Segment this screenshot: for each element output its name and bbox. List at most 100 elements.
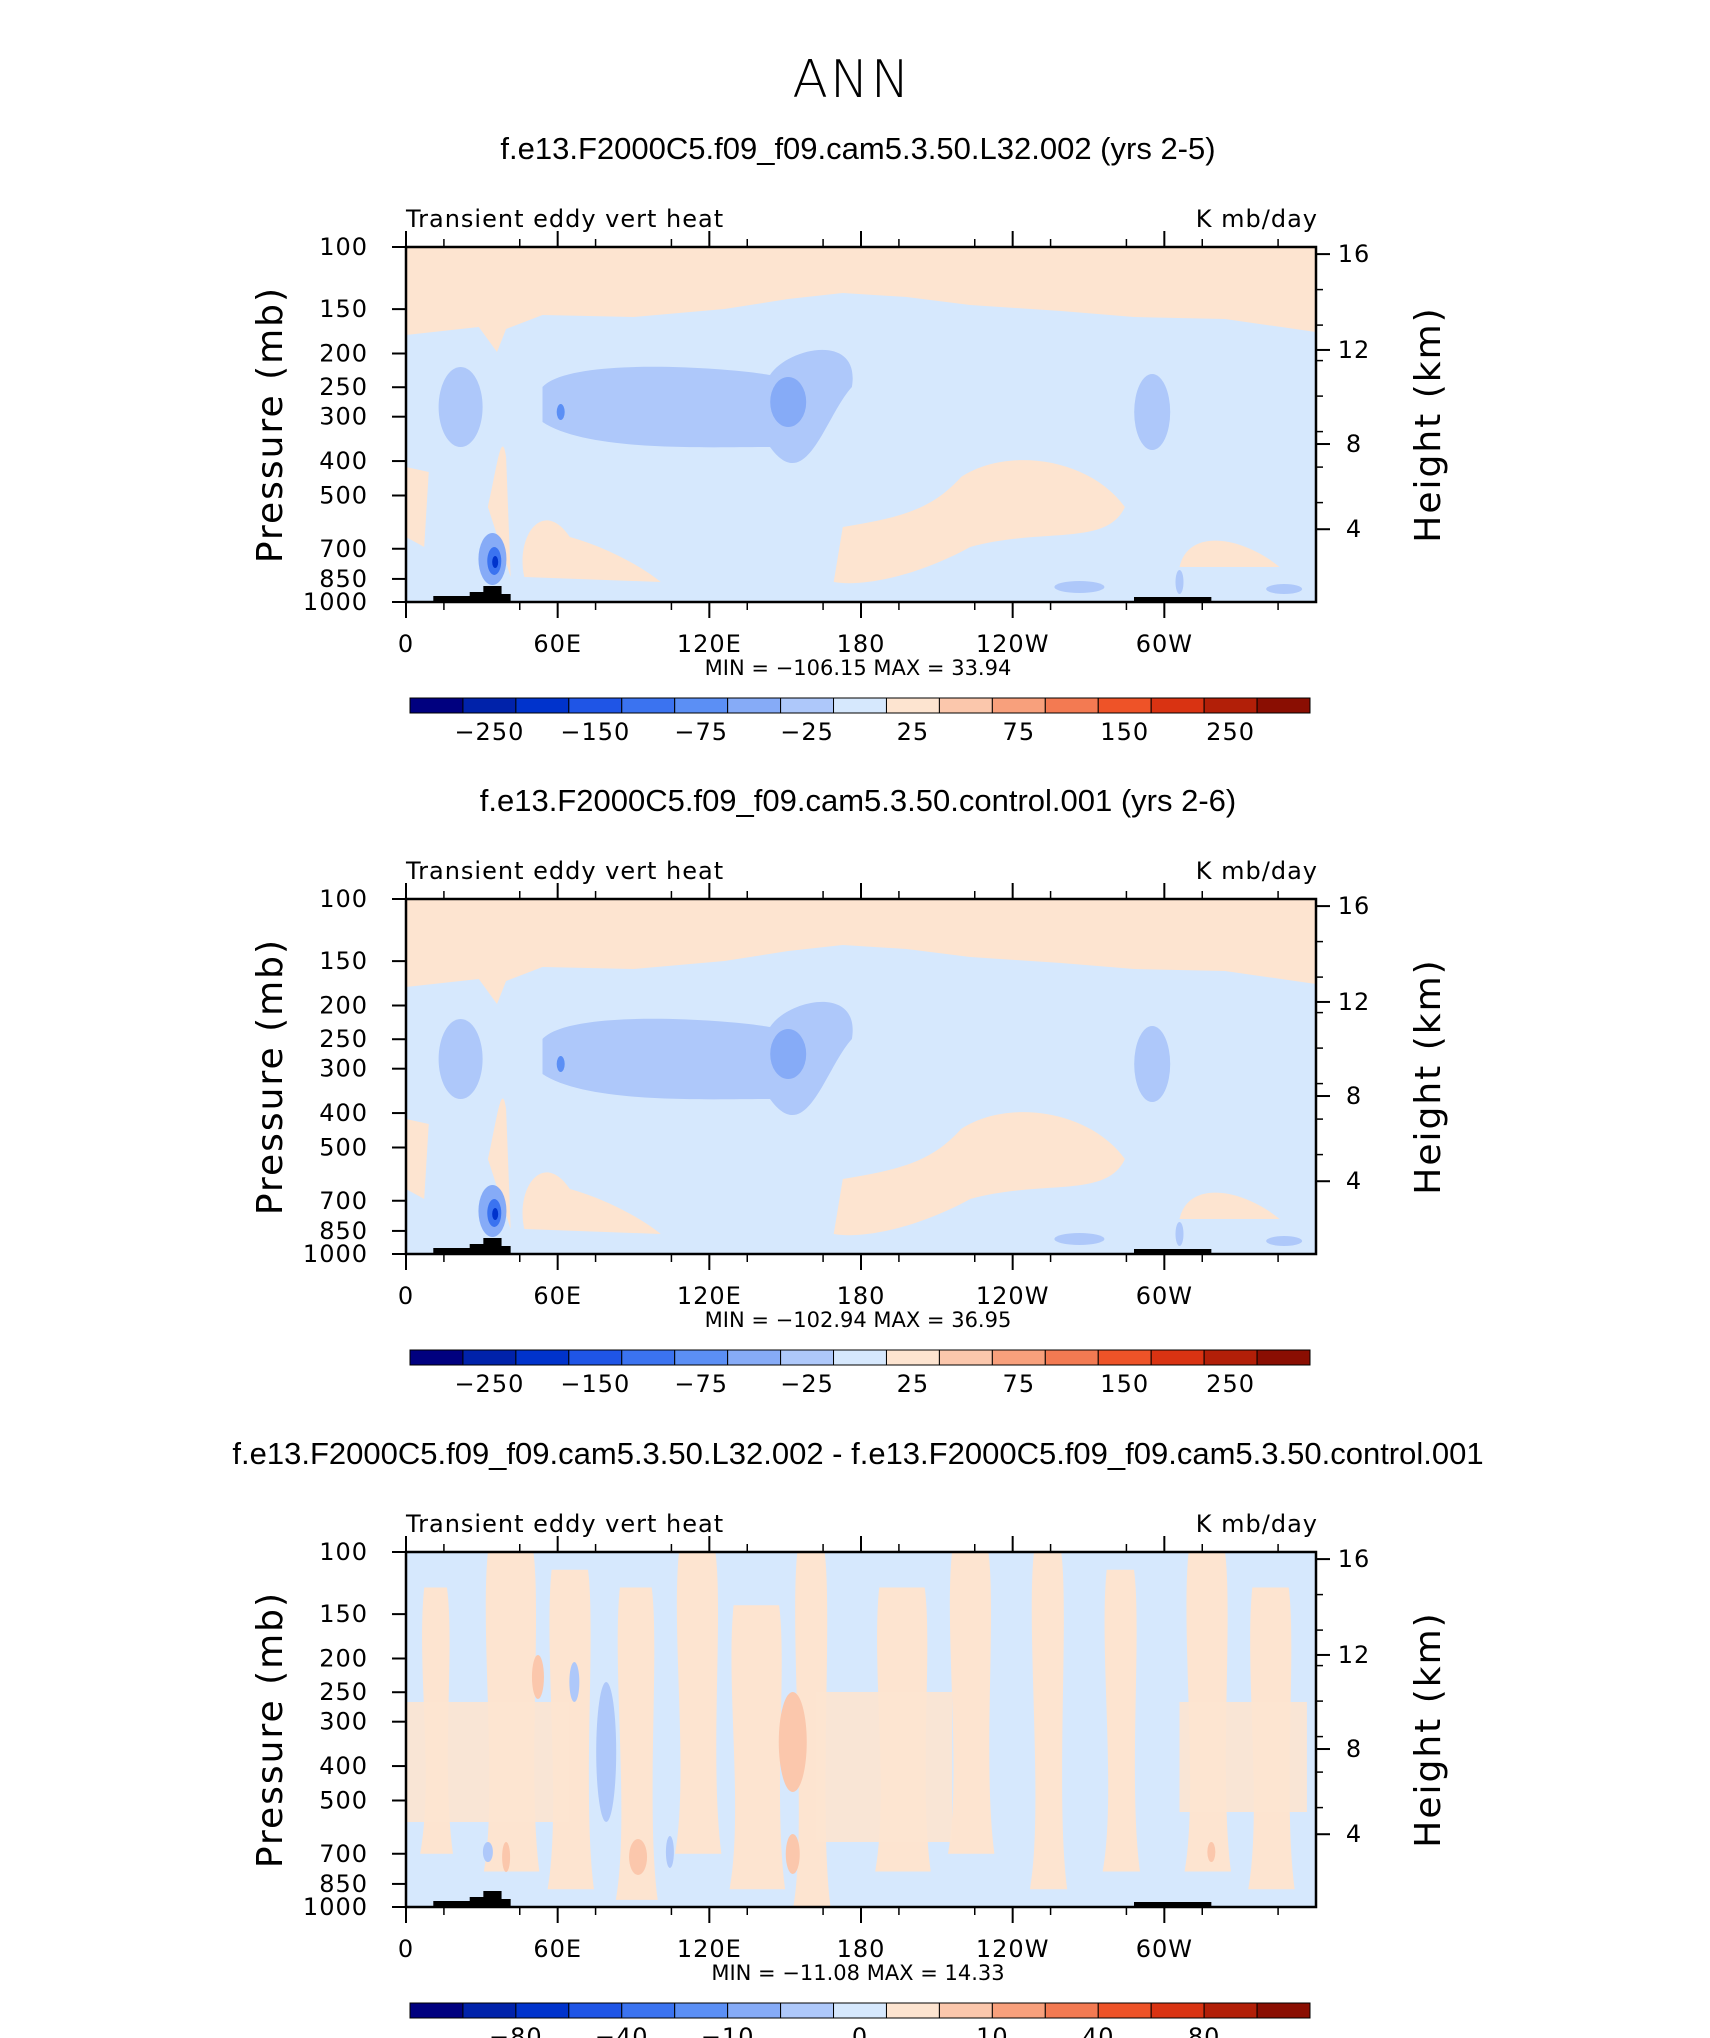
min-max-stats: MIN = −102.94 MAX = 36.95 [705,1308,1012,1332]
colorbar-label: 150 [1100,718,1149,746]
colorbar-swatch [1097,697,1152,714]
colorbar-label: −250 [454,1370,524,1398]
lon-tick-label: 60E [533,1935,582,1963]
topography [433,1891,511,1907]
colorbar-swatch [938,697,993,714]
pressure-tick-label: 700 [319,1187,368,1215]
negative-streak [482,1842,493,1862]
colorbar-swatch [568,1349,623,1366]
colorbar-label: 75 [1003,718,1036,746]
pressure-tick-label: 850 [319,1217,368,1245]
colorbar-swatch [780,2002,835,2019]
colorbar-swatch [1203,2002,1258,2019]
colorbar-label: −75 [674,1370,728,1398]
pressure-tick-label: 250 [319,1678,368,1706]
colorbar-swatch [1203,1349,1258,1366]
variable-label: Transient eddy vert heat [405,205,724,233]
colorbar-swatch [1256,2002,1311,2019]
pressure-tick-label: 850 [319,1870,368,1898]
colorbar-label: 0 [852,2023,868,2038]
pressure-tick-label: 100 [319,885,368,913]
colorbar-swatch [833,2002,887,2019]
negative-region [1175,1222,1184,1246]
lon-tick-label: 120E [677,630,742,658]
pressure-tick-label: 300 [319,1055,368,1083]
pressure-tick-label: 500 [319,482,368,510]
lon-tick-label: 0 [398,630,414,658]
y-axis-title-left: Pressure (mb) [250,938,291,1215]
positive-streak [1102,1569,1140,1872]
panel-3: f.e13.F2000C5.f09_f09.cam5.3.50.L32.002 … [232,1436,1483,2038]
pressure-tick-label: 250 [319,373,368,401]
positive-region [522,1172,661,1234]
pressure-tick-label: 400 [319,1099,368,1127]
colorbar-swatch [409,697,464,714]
topography [1134,1249,1212,1254]
colorbar-swatch [674,2002,729,2019]
negative-region [1266,584,1303,594]
colorbar-label: 250 [1206,1370,1255,1398]
colorbar-swatch [1097,2002,1152,2019]
colorbar-label: 75 [1003,1370,1036,1398]
colorbar-swatch [727,2002,782,2019]
negative-region [438,367,483,447]
colorbar-label: −25 [780,718,834,746]
colorbar-label: −250 [454,718,524,746]
pressure-tick-label: 200 [319,992,368,1020]
colorbar-swatch [885,697,940,714]
positive-streak [675,1552,722,1854]
positive-core [778,1692,807,1792]
colorbar-swatch [621,1349,676,1366]
colorbar: −80 −40 −10 0 10 40 80 [409,2002,1311,2038]
colorbar-swatch [1256,697,1311,714]
panels-root: f.e13.F2000C5.f09_f09.cam5.3.50.L32.002 … [232,131,1483,2038]
lon-tick-label: 120E [677,1282,742,1310]
topography [433,1238,511,1254]
lon-tick-label: 60W [1136,1282,1193,1310]
lon-tick-label: 180 [837,1282,886,1310]
lon-tick-label: 60W [1136,1935,1193,1963]
negative-region [1054,1233,1105,1245]
height-tick-label: 16 [1338,1545,1371,1573]
upper-positive-band [406,899,1316,1004]
pressure-tick-label: 300 [319,403,368,431]
positive-region [487,1098,511,1229]
positive-streak [615,1587,658,1900]
height-tick-label: 16 [1338,892,1371,920]
panel-title: f.e13.F2000C5.f09_f09.cam5.3.50.L32.002 … [500,131,1215,166]
colorbar-swatch [1256,1349,1311,1366]
colorbar-label: 250 [1206,718,1255,746]
pressure-tick-label: 200 [319,340,368,368]
pressure-tick-label: 300 [319,1708,368,1736]
positive-region [833,460,1125,584]
pressure-tick-label: 1000 [303,1240,368,1268]
contour-field [406,247,1316,602]
colorbar-label: −80 [489,2023,543,2038]
colorbar-swatch [621,697,676,714]
lon-tick-label: 180 [837,1935,886,1963]
height-tick-label: 12 [1338,1641,1371,1669]
colorbar-swatch [1150,697,1205,714]
colorbar-label: −40 [595,2023,649,2038]
colorbar-swatch [1044,2002,1099,2019]
lon-tick-label: 60E [533,630,582,658]
colorbar-swatch [1203,697,1258,714]
height-tick-label: 8 [1346,1082,1362,1110]
upper-positive-band [406,247,1316,352]
colorbar-label: 80 [1188,2023,1221,2038]
colorbar-swatch [780,697,835,714]
positive-region [833,1112,1125,1236]
colorbar-swatch [462,1349,517,1366]
height-tick-label: 12 [1338,988,1371,1016]
contour-field [406,1552,1316,1907]
colorbar-swatch [938,1349,993,1366]
colorbar-label: −75 [674,718,728,746]
positive-core [502,1842,511,1872]
colorbar-swatch [727,697,782,714]
colorbar-swatch [515,2002,570,2019]
negative-region [1054,581,1105,593]
positive-region [815,1692,952,1842]
colorbar-label: 10 [976,2023,1009,2038]
negative-core [556,404,565,420]
